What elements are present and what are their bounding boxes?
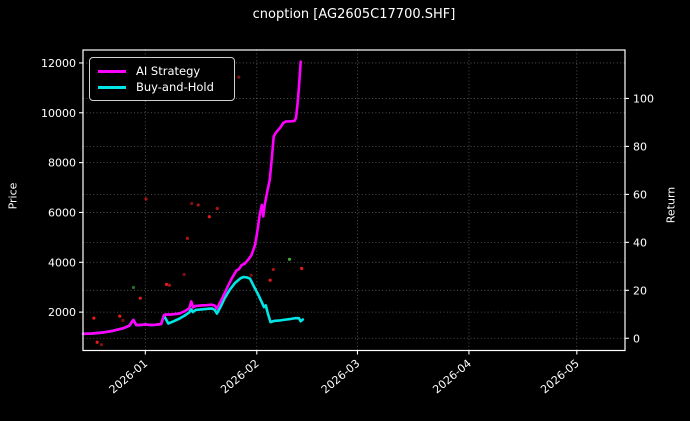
- return-tick-label: 60: [633, 188, 647, 201]
- date-tick-label: 2026-04: [430, 357, 474, 397]
- price-tick-label: 4000: [48, 256, 76, 269]
- scatter-dot: [164, 282, 169, 286]
- plot-frame: [82, 49, 626, 352]
- date-tick-label: 2026-02: [218, 357, 262, 397]
- legend: AI Strategy Buy-and-Hold: [89, 57, 235, 101]
- price-tick-label: 12000: [41, 57, 76, 70]
- scatter-dot: [196, 203, 200, 207]
- scatter-dot: [131, 285, 136, 290]
- scatter-dot: [182, 272, 186, 277]
- scatter-dot: [138, 296, 142, 300]
- return-tick-label: 100: [633, 92, 654, 105]
- line-ai-strategy: [81, 60, 303, 336]
- price-tick-label: 6000: [48, 206, 76, 219]
- scatter-dot: [190, 201, 194, 206]
- chart-title: cnoption [AG2605C17700.SHF]: [252, 7, 456, 22]
- right-axis-label: Return: [664, 186, 678, 224]
- scatter-dot: [95, 340, 99, 344]
- date-tick-label: 2026-03: [319, 357, 363, 397]
- scatter-dot: [207, 215, 211, 219]
- legend-item-ai-strategy: AI Strategy: [98, 63, 226, 80]
- date-tick-label: 2026-05: [538, 357, 582, 397]
- scatter-dot: [287, 257, 292, 261]
- ai-strategy-line-swatch: [98, 69, 126, 73]
- return-tick-label: 80: [633, 140, 647, 153]
- return-tick-label: 20: [633, 284, 647, 297]
- scatter-dot: [121, 318, 125, 322]
- legend-label: Buy-and-Hold: [136, 80, 214, 94]
- legend-item-buy-and-hold: Buy-and-Hold: [98, 80, 226, 97]
- date-tick-label: 2026-01: [107, 357, 151, 397]
- scatter-dot: [249, 273, 253, 277]
- scatter-dot: [118, 314, 122, 318]
- scatter-dot: [300, 266, 304, 271]
- price-tick-label: 8000: [48, 157, 76, 170]
- scatter-dot: [215, 206, 219, 211]
- price-tick-label: 10000: [41, 107, 76, 120]
- legend-label: AI Strategy: [136, 63, 201, 78]
- scatter-dot: [268, 278, 272, 282]
- scatter-dot: [144, 197, 148, 201]
- scatter-dot: [237, 75, 241, 79]
- scatter-dot: [271, 267, 275, 272]
- left-axis-label: Price: [6, 182, 20, 210]
- scatter-dot: [167, 283, 172, 287]
- scatter-dot: [92, 316, 96, 320]
- return-tick-label: 40: [633, 236, 647, 249]
- price-tick-label: 2000: [48, 306, 76, 319]
- scatter-dot: [99, 343, 104, 347]
- buy-and-hold-line-swatch: [98, 86, 126, 90]
- scatter-dot: [185, 236, 189, 240]
- return-tick-label: 0: [633, 332, 640, 345]
